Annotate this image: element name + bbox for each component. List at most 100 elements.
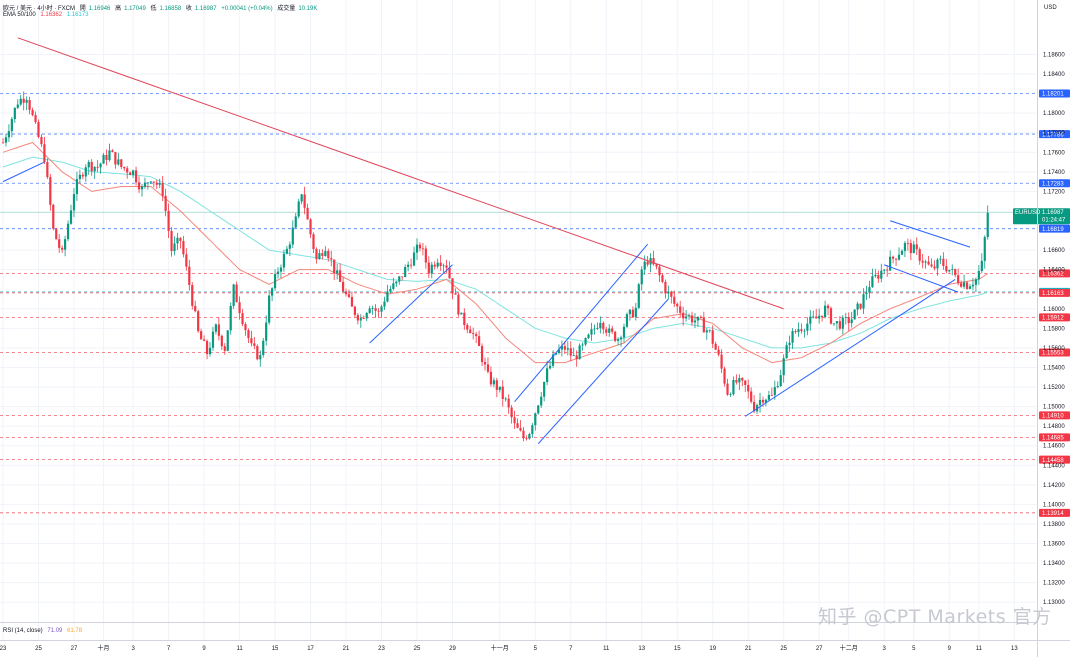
candle-body xyxy=(442,265,445,267)
candle-body xyxy=(208,347,212,355)
candle-body xyxy=(300,194,303,202)
candle-body xyxy=(353,306,356,316)
candle-body xyxy=(191,284,194,306)
candle-body xyxy=(146,182,149,184)
candle-body xyxy=(152,181,155,183)
y-tick-label: 1.15200 xyxy=(1043,385,1065,391)
candle-body xyxy=(862,294,865,309)
candle-body xyxy=(605,329,608,333)
level-badge xyxy=(1039,224,1070,233)
candle-body xyxy=(519,427,522,431)
candle-body xyxy=(658,266,661,276)
candle-body xyxy=(149,181,152,183)
candle-body xyxy=(569,348,572,356)
rsi-label[interactable]: RSI (14, close) xyxy=(3,628,43,634)
candle-body xyxy=(486,364,490,372)
x-tick-label: 27 xyxy=(71,646,78,652)
level-label: 1.14458 xyxy=(1042,458,1064,464)
candle-body xyxy=(211,331,215,348)
x-tick-label: 5 xyxy=(912,646,916,652)
candle-body xyxy=(247,330,250,339)
candle-body xyxy=(528,434,531,439)
candle-body xyxy=(483,362,487,365)
level-badge xyxy=(1039,508,1070,517)
candle-body xyxy=(501,386,504,399)
candle-body xyxy=(560,346,563,350)
candle-body xyxy=(735,379,738,383)
trendline-blue xyxy=(884,264,959,293)
candle-body xyxy=(439,262,442,267)
x-tick-label: 15 xyxy=(674,646,681,652)
candle-body xyxy=(566,348,569,350)
candle-body xyxy=(129,172,132,175)
candle-body xyxy=(546,368,549,383)
y-tick-label: 1.13400 xyxy=(1043,561,1065,567)
candle-body xyxy=(646,261,649,265)
candle-body xyxy=(761,399,765,403)
countdown-label: 01:24:47 xyxy=(1042,218,1066,224)
candle-body xyxy=(306,207,309,220)
candle-body xyxy=(803,330,806,332)
candle-body xyxy=(764,399,768,403)
candle-body xyxy=(244,324,247,331)
candle-body xyxy=(454,293,457,295)
candle-body xyxy=(424,248,427,263)
candle-body xyxy=(362,318,365,319)
level-label: 1.15912 xyxy=(1042,316,1064,322)
y-tick-label: 1.13600 xyxy=(1043,542,1065,548)
candle-body xyxy=(655,264,658,267)
candle-body xyxy=(664,281,667,294)
candle-body xyxy=(507,398,510,408)
candle-body xyxy=(906,243,909,244)
candle-body xyxy=(782,358,785,376)
candle-body xyxy=(69,210,73,224)
x-tick-label: 17 xyxy=(307,646,314,652)
candle-body xyxy=(205,340,209,355)
trendline-blue xyxy=(744,279,956,417)
y-tick-label: 1.16000 xyxy=(1043,307,1065,313)
open-label: 開 xyxy=(79,6,86,12)
candle-body xyxy=(679,306,682,313)
level-badge xyxy=(1039,89,1070,98)
x-tick-label: 21 xyxy=(343,646,350,652)
candle-body xyxy=(563,346,566,350)
candle-body xyxy=(271,288,274,296)
candle-body xyxy=(55,228,58,240)
candle-body xyxy=(31,109,34,116)
candle-body xyxy=(980,260,983,272)
candle-body xyxy=(253,343,256,346)
candle-body xyxy=(806,323,809,331)
y-tick-label: 1.16400 xyxy=(1043,268,1065,274)
candle-body xyxy=(741,378,744,381)
candle-body xyxy=(140,186,144,190)
x-tick-label: 11 xyxy=(603,646,610,652)
candle-body xyxy=(179,237,182,242)
candle-body xyxy=(294,216,297,228)
candle-body xyxy=(859,303,862,309)
candle-body xyxy=(137,182,141,190)
candle-body xyxy=(791,331,794,343)
x-tick-label: 29 xyxy=(449,646,456,652)
candle-body xyxy=(634,307,637,318)
candle-body xyxy=(37,122,40,138)
candle-body xyxy=(472,333,475,335)
candle-body xyxy=(265,322,268,341)
candle-body xyxy=(640,269,643,285)
candle-body xyxy=(705,330,708,333)
ema-label[interactable]: EMA 50/100 xyxy=(3,12,36,18)
volume-value: 10.19K xyxy=(298,6,318,12)
symbol-title[interactable]: 欧元 / 美元 · 4小时 · FXCM xyxy=(3,6,76,12)
candle-body xyxy=(750,391,753,402)
y-tick-label: 1.15000 xyxy=(1043,405,1065,411)
candle-body xyxy=(412,252,416,266)
candle-body xyxy=(475,334,478,337)
x-tick-label: 11 xyxy=(236,646,243,652)
candle-body xyxy=(868,287,871,293)
candle-body xyxy=(915,244,918,250)
candle-body xyxy=(670,291,673,297)
candle-body xyxy=(158,182,161,185)
candle-body xyxy=(823,305,827,318)
y-tick-label: 1.14000 xyxy=(1043,502,1065,508)
candle-body xyxy=(602,322,605,330)
